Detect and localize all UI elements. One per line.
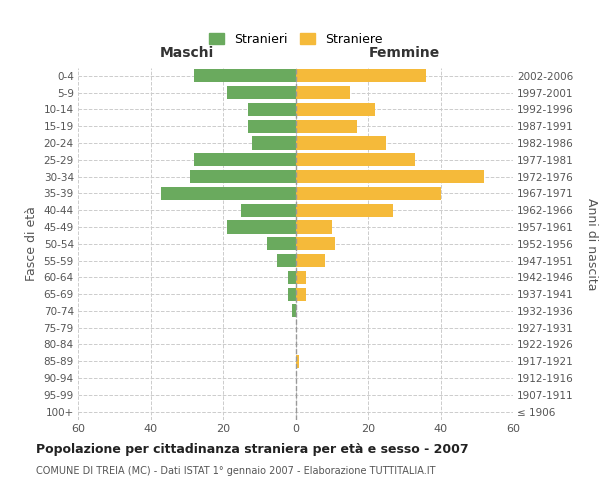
- Bar: [296, 170, 484, 183]
- Bar: [296, 120, 357, 133]
- Bar: [296, 220, 332, 234]
- Bar: [292, 304, 296, 318]
- Bar: [296, 271, 307, 284]
- Bar: [296, 187, 440, 200]
- Bar: [194, 70, 296, 82]
- Bar: [252, 136, 296, 149]
- Text: Maschi: Maschi: [160, 46, 214, 60]
- Bar: [296, 154, 415, 166]
- Text: COMUNE DI TREIA (MC) - Dati ISTAT 1° gennaio 2007 - Elaborazione TUTTITALIA.IT: COMUNE DI TREIA (MC) - Dati ISTAT 1° gen…: [36, 466, 436, 476]
- Bar: [194, 154, 296, 166]
- Bar: [288, 288, 296, 300]
- Bar: [296, 237, 335, 250]
- Bar: [296, 103, 375, 116]
- Y-axis label: Fasce di età: Fasce di età: [25, 206, 38, 281]
- Bar: [296, 70, 426, 82]
- Bar: [227, 86, 296, 99]
- Bar: [296, 288, 307, 300]
- Bar: [296, 204, 394, 216]
- Text: Popolazione per cittadinanza straniera per età e sesso - 2007: Popolazione per cittadinanza straniera p…: [36, 442, 469, 456]
- Bar: [296, 354, 299, 368]
- Bar: [266, 237, 296, 250]
- Bar: [296, 86, 350, 99]
- Bar: [296, 254, 325, 267]
- Y-axis label: Anni di nascita: Anni di nascita: [585, 198, 598, 290]
- Bar: [227, 220, 296, 234]
- Bar: [277, 254, 296, 267]
- Bar: [161, 187, 296, 200]
- Bar: [190, 170, 296, 183]
- Legend: Stranieri, Straniere: Stranieri, Straniere: [204, 28, 387, 51]
- Bar: [248, 103, 296, 116]
- Bar: [288, 271, 296, 284]
- Bar: [296, 136, 386, 149]
- Bar: [241, 204, 296, 216]
- Bar: [248, 120, 296, 133]
- Text: Femmine: Femmine: [368, 46, 440, 60]
